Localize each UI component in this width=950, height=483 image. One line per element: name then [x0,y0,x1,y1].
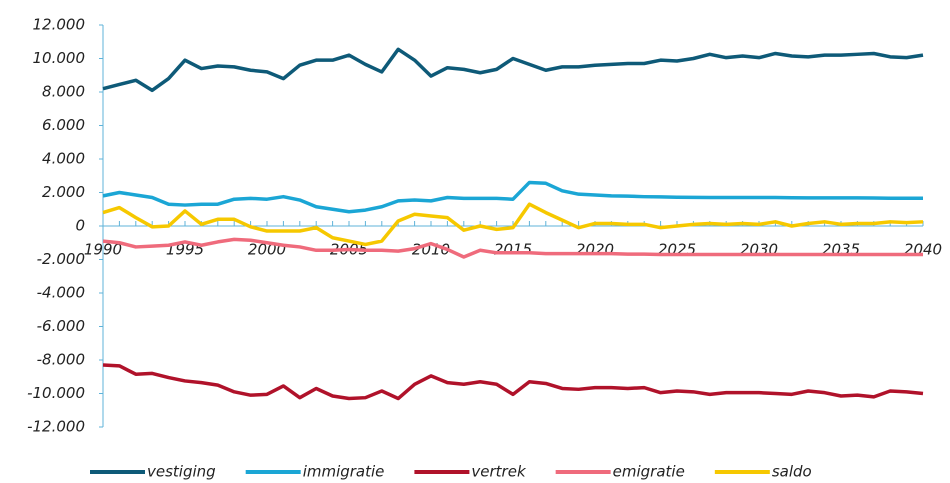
x-tick-label: 2015 [494,241,532,259]
legend-label: vertrek [471,463,527,481]
y-tick-label: 4.000 [42,150,85,168]
legend-label: saldo [772,463,812,481]
y-tick-label: 2.000 [42,183,85,201]
series-line [102,237,923,259]
y-tick-label: 6.000 [42,116,85,134]
x-tick-label: 1990 [84,241,122,259]
legend-label: emigratie [613,463,685,481]
y-tick-label: 12.000 [33,16,86,34]
x-tick-label: 2020 [576,241,614,259]
y-tick-label: -12.000 [27,418,85,436]
series-line [102,202,924,247]
y-tick-label: -4.000 [37,284,85,302]
series-line [102,180,923,214]
legend-label: immigratie [303,463,385,481]
y-tick-label: 8.000 [42,83,85,101]
legend-label: vestiging [147,463,216,481]
y-tick-label: -10.000 [27,384,85,402]
series-line [102,47,924,93]
series-line [102,363,924,401]
y-tick-label: -6.000 [37,317,85,335]
y-tick-label: 0 [75,217,85,235]
y-tick-label: -8.000 [37,351,85,369]
y-tick-label: 10.000 [33,49,86,67]
y-tick-label: -2.000 [37,250,85,268]
